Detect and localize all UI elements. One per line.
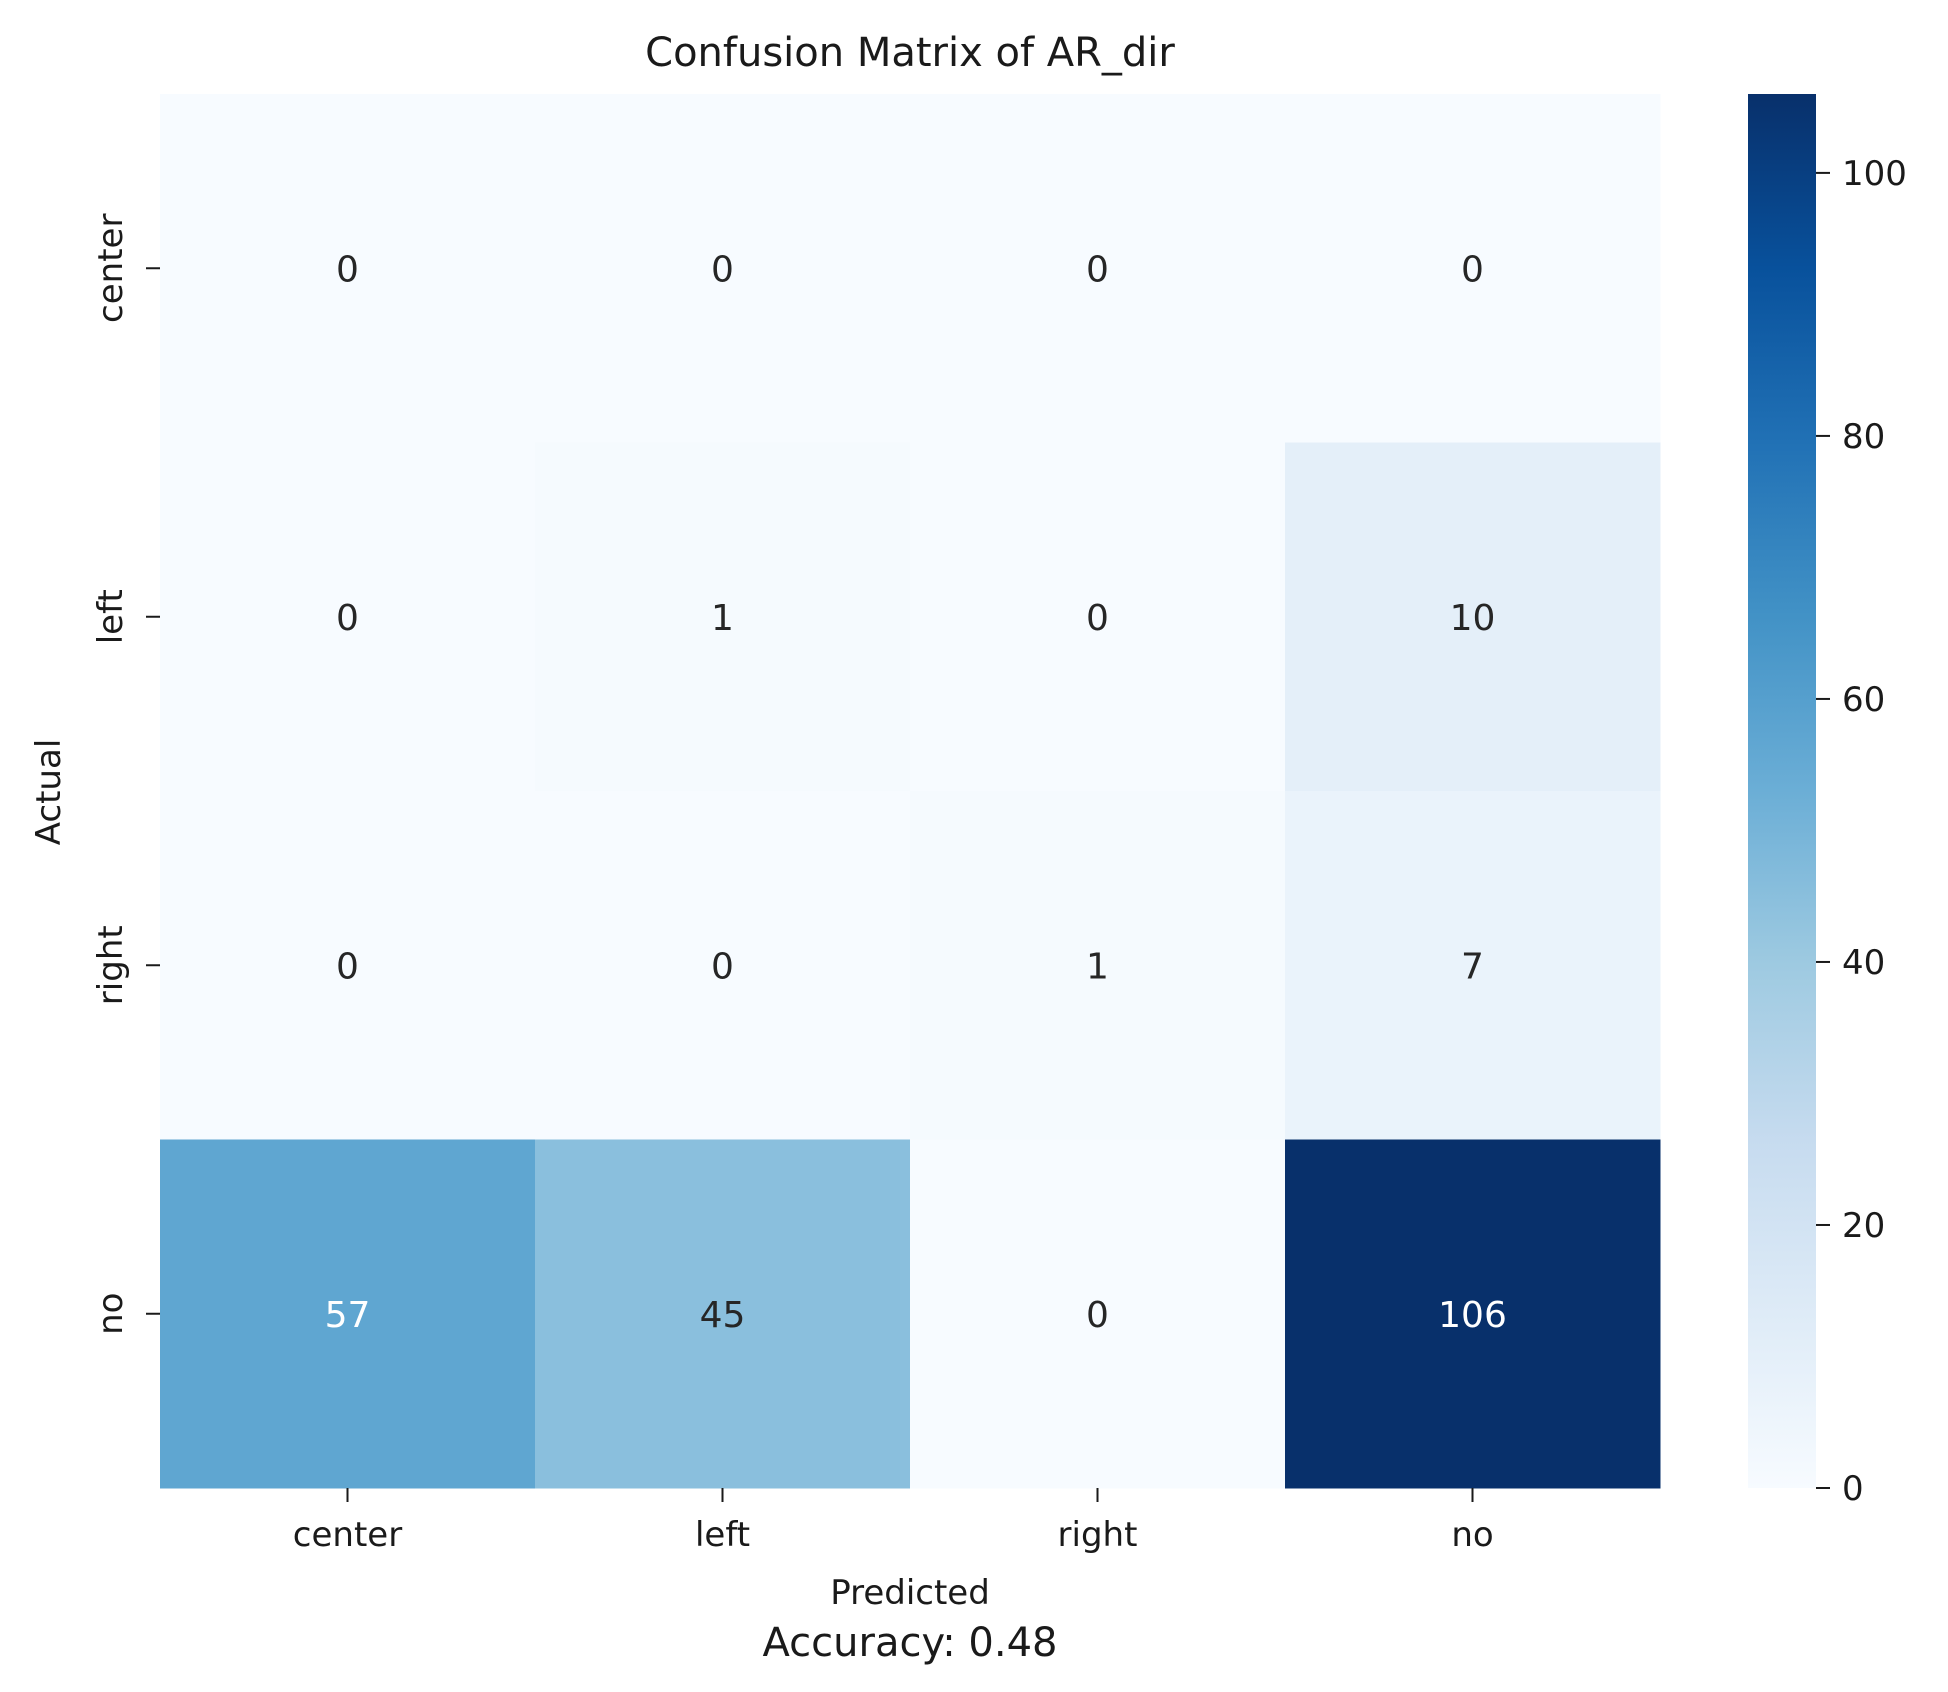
heatmap-cell-labels: 0 0 0 00 1 0 100 0 1 757 45 0 106 [325,249,1507,1336]
colorbar-tick-label: 40 [1842,943,1885,983]
heatmap-cell-right-right [910,791,1286,1140]
cell-value-label: 10 [1450,598,1496,639]
colorbar-tick-label: 20 [1842,1206,1885,1246]
colorbar-tick-label: 60 [1842,680,1885,720]
cell-value-label: 45 [700,1295,746,1336]
cell-value-label: 0 [336,946,359,987]
cell-value-label: 0 [1086,598,1109,639]
heatmap-cell-right-center [160,791,536,1140]
x-axis: center left right no [293,1488,1494,1555]
x-tick-label: right [1058,1515,1138,1555]
heatmap-cell-left-right [910,442,1286,792]
heatmap-cell-center-left [535,94,911,443]
cell-value-label: 0 [1461,249,1484,290]
heatmap-cell-center-center [160,94,536,443]
colorbar-tick-label: 100 [1842,154,1907,194]
cell-value-label: 0 [1086,249,1109,290]
colorbar: 0 20 40 60 80 100 [1748,94,1907,1509]
heatmap-cell-center-no [1285,94,1661,443]
cell-value-label: 106 [1438,1295,1507,1336]
cell-value-label: 0 [1086,1295,1109,1336]
heatmap-cell-no-center [160,1139,536,1489]
cell-value-label: 0 [711,249,734,290]
y-tick-label: left [91,589,131,644]
heatmap-cell-center-right [910,94,1286,443]
cell-value-label: 1 [711,598,734,639]
colorbar-tick-label: 80 [1842,417,1885,457]
y-tick-label: center [91,214,131,323]
cell-value-label: 57 [325,1295,371,1336]
x-tick-label: left [695,1515,750,1555]
cell-value-label: 0 [336,598,359,639]
cell-value-label: 0 [711,946,734,987]
y-tick-label: right [91,925,131,1005]
colorbar-tick-label: 0 [1842,1469,1864,1509]
y-axis-label: Actual [29,739,69,846]
accuracy-footnote: Accuracy: 0.48 [763,1620,1058,1666]
chart-title: Confusion Matrix of AR_dir [645,30,1175,76]
heatmap-cell-left-no [1285,442,1661,792]
heatmap-cell-no-no [1285,1139,1661,1489]
heatmap-cells [160,94,1661,1489]
heatmap-cell-left-center [160,442,536,792]
heatmap-cell-no-left [535,1139,911,1489]
cell-value-label: 0 [336,249,359,290]
heatmap-cell-left-left [535,442,911,792]
y-axis: center left right no [91,214,160,1335]
x-tick-label: center [293,1515,402,1555]
x-axis-label: Predicted [830,1573,990,1613]
heatmap-cell-right-left [535,791,911,1140]
cell-value-label: 1 [1086,946,1109,987]
heatmap-cell-right-no [1285,791,1661,1140]
cell-value-label: 7 [1461,946,1484,987]
x-tick-label: no [1451,1515,1493,1555]
colorbar-gradient [1748,94,1816,1488]
y-tick-label: no [91,1293,131,1335]
heatmap-cell-no-right [910,1139,1286,1489]
